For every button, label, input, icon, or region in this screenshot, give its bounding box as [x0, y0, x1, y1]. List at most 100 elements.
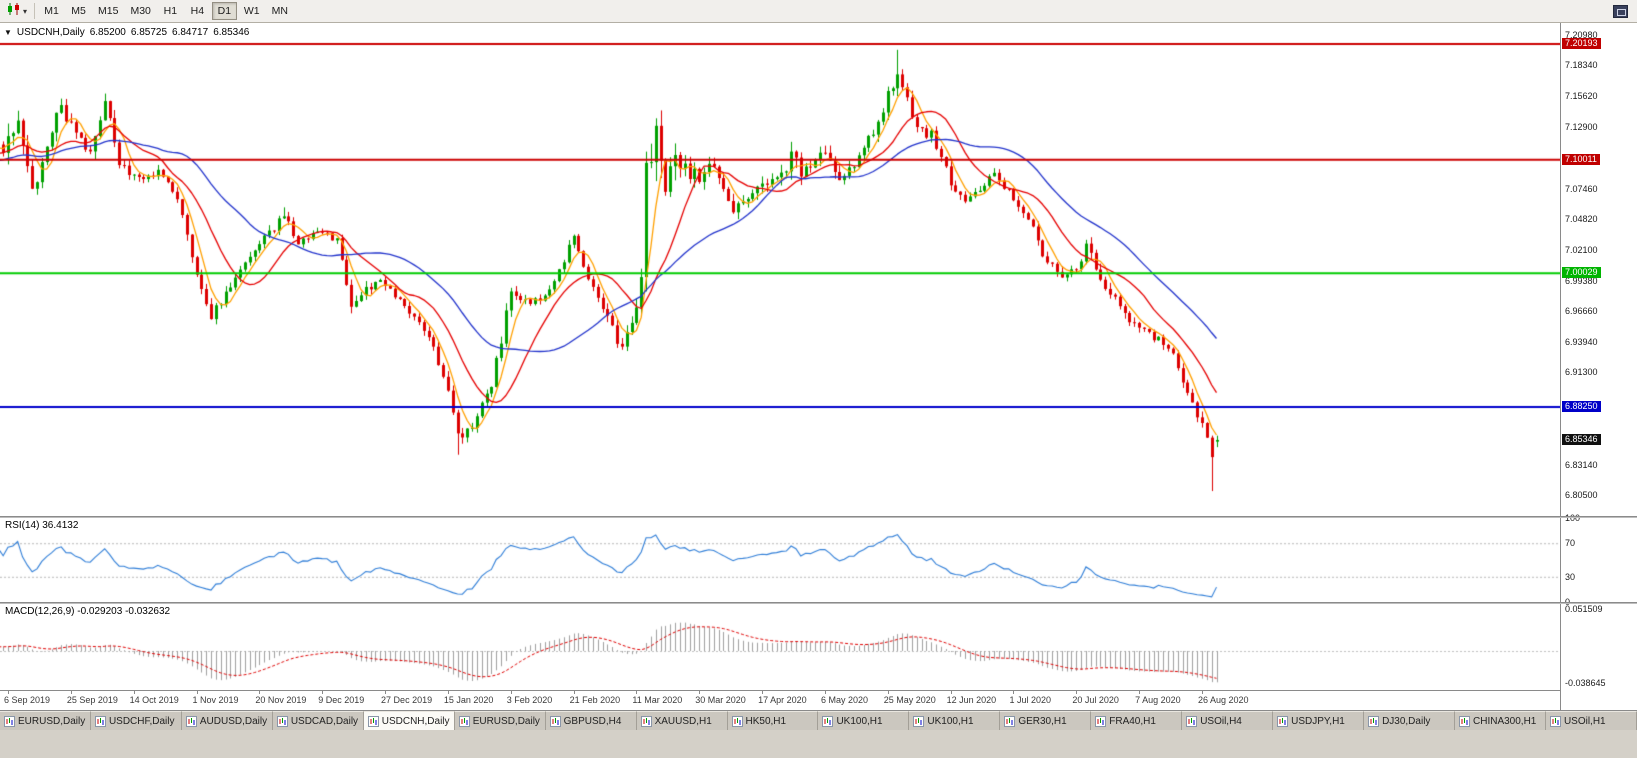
price-scale-label: 6.93940	[1565, 337, 1598, 348]
chart-tab-usdchf-daily[interactable]: USDCHF,Daily	[90, 711, 182, 730]
timeframe-button-d1[interactable]: D1	[211, 2, 237, 20]
panel-resize-separator[interactable]	[0, 516, 1637, 518]
mini-chart-icon	[549, 715, 561, 727]
chart-tab-usdjpy-h1[interactable]: USDJPY,H1	[1273, 711, 1365, 730]
timeframe-button-m1[interactable]: M1	[44, 5, 59, 17]
macd-indicator-label: MACD(12,26,9) -0.029203 -0.032632	[5, 606, 171, 617]
mini-chart-icon	[367, 715, 379, 727]
date-tick	[447, 691, 449, 694]
date-axis-label: 6 Sep 2019	[4, 695, 51, 705]
rsi-indicator-label: RSI(14) 36.4132	[5, 520, 79, 531]
price-scale[interactable]: 7.20980 7.18340 7.15620 7.12900 7.07460 7.048…	[1560, 23, 1637, 710]
chart-tab-row: EURUSD,Daily USDCHF,Daily AUDUSD,Daily USDC…	[0, 711, 1637, 730]
chart-tab-dj30-daily[interactable]: DJ30,Daily	[1364, 711, 1455, 730]
chevron-down-icon: ▾	[23, 6, 28, 16]
chart-tab-gbpusd-h4[interactable]: GBPUSD,H4	[545, 711, 637, 730]
date-tick	[385, 691, 387, 694]
date-axis-label: 1 Nov 2019	[192, 695, 239, 705]
timeframe-button-m30[interactable]: M30	[130, 5, 151, 17]
date-axis-label: 25 Sep 2019	[66, 695, 118, 705]
date-tick	[322, 691, 324, 694]
mini-chart-icon	[276, 715, 288, 727]
chart-tab-usdcad-daily[interactable]: USDCAD,Daily	[272, 711, 364, 730]
price-line-tag: 6.88250	[1562, 400, 1601, 412]
panel-resize-separator[interactable]	[0, 602, 1637, 604]
price-line-tag: 7.10011	[1562, 153, 1600, 165]
price-scale-label: 7.07460	[1565, 183, 1598, 194]
chart-tab-eurusd-daily[interactable]: EURUSD,Daily	[454, 711, 546, 730]
mini-chart-icon	[1004, 715, 1016, 727]
mini-chart-icon	[822, 715, 834, 727]
date-tick	[1139, 691, 1141, 694]
rsi-scale-label: 100	[1565, 513, 1581, 523]
chart-tab-usoil-h4[interactable]: USOil,H4	[1182, 711, 1274, 730]
chart-tab-china300-h1[interactable]: CHINA300,H1	[1455, 711, 1546, 730]
mini-chart-icon	[731, 715, 743, 727]
chart-tab-eurusd-daily[interactable]: EURUSD,Daily	[0, 711, 91, 730]
chart-tab-label: EURUSD,Daily	[472, 715, 540, 727]
date-axis[interactable]: 6 Sep 2019 25 Sep 2019 14 Oct 2019 1 Nov 20…	[0, 690, 1560, 710]
timeframe-button-w1[interactable]: W1	[243, 5, 260, 17]
date-axis-label: 21 Feb 2020	[569, 695, 621, 705]
date-axis-label: 15 Jan 2020	[443, 695, 494, 705]
timeframe-button-mn[interactable]: MN	[271, 5, 288, 17]
date-tick	[510, 691, 512, 694]
restore-window-icon[interactable]	[1613, 4, 1628, 18]
chart-tab-label: USOil,H4	[1200, 715, 1242, 727]
price-line-tag: 7.00029	[1562, 267, 1601, 279]
price-chart-canvas[interactable]	[0, 23, 1560, 690]
timeframe-button-m15[interactable]: M15	[98, 5, 119, 17]
chart-tab-ger30-h1[interactable]: GER30,H1	[1000, 711, 1092, 730]
chart-tab-label: USDCHF,Daily	[108, 715, 175, 727]
price-scale-label: 7.20980	[1565, 30, 1598, 41]
chart-tab-label: AUDUSD,Daily	[199, 715, 268, 727]
chart-tab-label: USDCAD,Daily	[290, 715, 359, 727]
date-axis-label: 26 Aug 2020	[1197, 695, 1249, 705]
date-tick	[196, 691, 198, 694]
mini-chart-icon	[1459, 715, 1470, 727]
date-axis-label: 25 May 2020	[883, 695, 936, 705]
date-tick	[636, 691, 638, 694]
high-price: 6.85725	[130, 27, 168, 38]
chart-tab-label: HK50,H1	[745, 715, 787, 727]
date-tick	[8, 691, 9, 694]
price-scale-label: 6.96660	[1565, 306, 1598, 317]
chart-tab-uk100-h1[interactable]: UK100,H1	[818, 711, 910, 730]
chart-tab-uk100-h1[interactable]: UK100,H1	[909, 711, 1001, 730]
price-scale-label: 6.83140	[1565, 460, 1598, 471]
chart-tab-usdcnh-daily[interactable]: USDCNH,Daily	[363, 711, 455, 730]
date-tick	[887, 691, 889, 694]
macd-scale-label: 0.051509	[1565, 603, 1603, 614]
chart-type-dropdown-button[interactable]: ▾	[3, 2, 30, 21]
date-axis-label: 30 Mar 2020	[695, 695, 746, 705]
chart-symbol-label: USDCNH,Daily	[16, 27, 85, 38]
date-tick	[133, 691, 135, 694]
macd-scale-label: -0.038645	[1565, 677, 1606, 688]
price-scale-label: 6.91300	[1565, 367, 1598, 378]
chart-tab-label: XAUUSD,H1	[654, 715, 712, 727]
timeframe-button-h4[interactable]: H4	[190, 5, 205, 17]
chart-tab-label: CHINA300,H1	[1473, 715, 1537, 727]
chart-tab-label: UK100,H1	[836, 715, 883, 727]
timeframe-button-m5[interactable]: M5	[71, 5, 86, 17]
price-scale-label: 6.80500	[1565, 490, 1598, 501]
one-click-trading-collapse-icon[interactable]: ▼	[4, 28, 12, 37]
timeframe-buttons: M1 M5 M15 M30 H1 H4 D1 W1 MN	[39, 2, 293, 20]
price-scale-label: 6.99380	[1565, 275, 1598, 286]
chart-tab-xauusd-h1[interactable]: XAUUSD,H1	[636, 711, 728, 730]
rsi-scale-label: 30	[1565, 571, 1576, 582]
chart-window: ▼ USDCNH,Daily 6.85200 6.85725 6.84717 6…	[0, 23, 1637, 710]
toolbar-right	[1613, 4, 1634, 18]
mini-chart-icon	[94, 715, 106, 727]
mini-chart-icon	[1368, 715, 1380, 727]
chart-tab-usoil-h1[interactable]: USOil,H1	[1545, 711, 1637, 730]
date-tick	[950, 691, 952, 694]
mini-chart-icon	[1549, 715, 1561, 727]
chart-tab-audusd-daily[interactable]: AUDUSD,Daily	[181, 711, 273, 730]
mini-chart-icon	[1095, 715, 1107, 727]
chart-tab-hk50-h1[interactable]: HK50,H1	[727, 711, 819, 730]
timeframe-button-h1[interactable]: H1	[163, 5, 178, 17]
chart-tab-bar: EURUSD,Daily USDCHF,Daily AUDUSD,Daily USDC…	[0, 710, 1637, 758]
chart-tab-fra40-h1[interactable]: FRA40,H1	[1091, 711, 1183, 730]
